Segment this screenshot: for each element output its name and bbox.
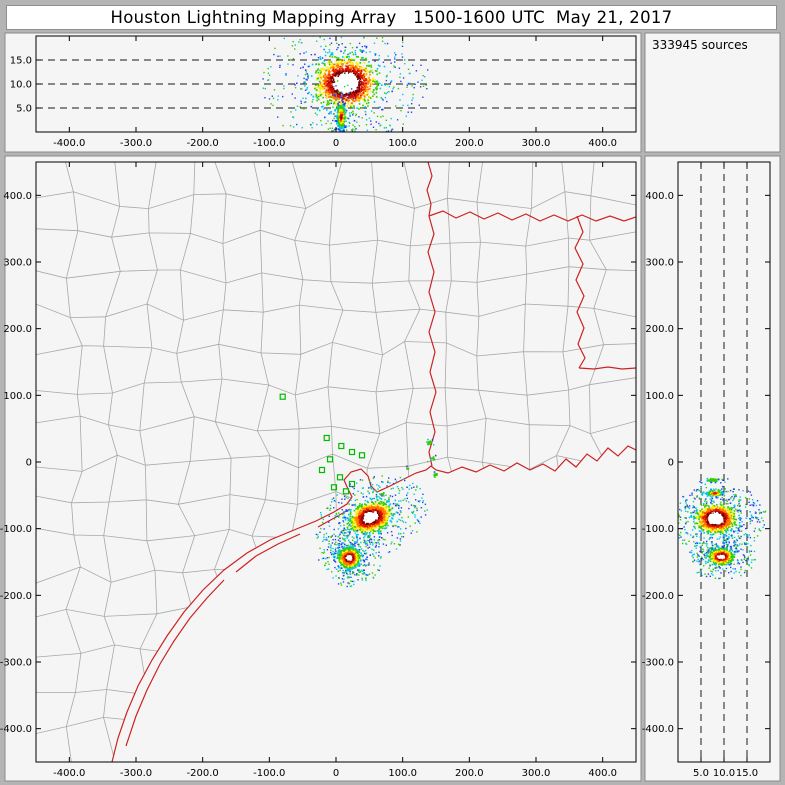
state-boundary-la-ms-31n [578, 366, 636, 370]
plan-view-axis: -400.0 -300.0 -200.0 -100.0 0 100.0 200.0 300.0… [0, 162, 636, 779]
x-tick-label: -100.0 [253, 138, 285, 149]
panel-plan-view [4, 155, 642, 782]
y-tick-label: 100.0 [3, 391, 32, 402]
coastline [111, 445, 636, 762]
y-tick-label: 400.0 [3, 191, 32, 202]
x-tick-label: 200.0 [455, 138, 484, 149]
x-tick-label: 400.0 [588, 138, 617, 149]
y-tick-label: -100.0 [642, 524, 674, 535]
lma-station-marker [338, 442, 345, 450]
panel-ns-altitude [644, 155, 781, 782]
x-tick-label: -300.0 [120, 768, 152, 779]
y-tick-label: -400.0 [0, 724, 32, 735]
x-tick-label: -400.0 [53, 768, 85, 779]
y-tick-label: -300.0 [642, 658, 674, 669]
lma-station-marker [326, 456, 334, 463]
x-tick-label: 300.0 [522, 138, 551, 149]
y-tick-label: 5.0 [16, 104, 32, 115]
lma-station-marker [279, 393, 286, 400]
lma-station-marker [358, 452, 366, 459]
y-tick-label: 0 [26, 458, 32, 469]
y-tick-label: 0 [668, 458, 674, 469]
y-tick-label: -400.0 [642, 724, 674, 735]
y-tick-label: 300.0 [3, 258, 32, 269]
lma-station-marker [336, 474, 344, 481]
window-title: Houston Lightning Mapping Array 1500-160… [110, 8, 673, 27]
lma-station-marker [323, 434, 330, 442]
x-tick-label: 400.0 [588, 768, 617, 779]
lma-station-marker [342, 488, 350, 495]
x-tick-label: 0 [333, 768, 339, 779]
state-boundary-red-river [428, 210, 636, 222]
x-tick-label: -400.0 [53, 138, 85, 149]
x-tick-label: -200.0 [187, 768, 219, 779]
barrier-island [317, 508, 351, 528]
y-tick-label: 200.0 [645, 324, 674, 335]
barrier-island [125, 579, 225, 747]
barrier-island [235, 533, 301, 573]
x-tick-label: 100.0 [388, 138, 417, 149]
x-tick-label: -200.0 [187, 138, 219, 149]
plan-view-density [315, 438, 438, 588]
x-tick-label: 200.0 [455, 768, 484, 779]
x-tick-label: 5.0 [693, 768, 709, 779]
lma-station-marker [348, 448, 356, 456]
y-tick-label: 200.0 [3, 324, 32, 335]
x-tick-label: 300.0 [522, 768, 551, 779]
y-tick-label: -200.0 [0, 591, 32, 602]
ew-altitude-axis: -400.0 -300.0 -200.0 -100.0 0 100.0 200.0 300.0… [10, 36, 636, 149]
x-tick-label: 0 [333, 138, 339, 149]
y-tick-label: -100.0 [0, 524, 32, 535]
x-tick-label: 100.0 [388, 768, 417, 779]
y-tick-label: -300.0 [0, 658, 32, 669]
x-tick-label: -100.0 [253, 768, 285, 779]
y-tick-label: 15.0 [10, 56, 32, 67]
x-tick-label: 15.0 [736, 768, 758, 779]
ns-altitude-axis: 5.0 10.0 15.0 400.0 300.0 200.0 100.0 0 -100.0 -2… [642, 162, 770, 779]
source-count-label: 333945 sources [652, 38, 748, 52]
panel-source-count [644, 32, 781, 153]
y-tick-label: 300.0 [645, 258, 674, 269]
y-tick-label: 10.0 [10, 80, 32, 91]
title-bar: Houston Lightning Mapping Array 1500-160… [6, 5, 777, 30]
y-tick-label: -200.0 [642, 591, 674, 602]
lma-station-marker [318, 466, 326, 474]
state-boundary-la-ms [574, 215, 586, 369]
lma-station-marker [330, 484, 338, 491]
y-tick-label: 100.0 [645, 391, 674, 402]
ns-altitude-density [678, 477, 767, 580]
x-tick-label: -300.0 [120, 138, 152, 149]
y-tick-label: 400.0 [645, 191, 674, 202]
state-boundary-tx-la [426, 162, 437, 467]
x-tick-label: 10.0 [713, 768, 735, 779]
ew-altitude-density [262, 36, 429, 132]
